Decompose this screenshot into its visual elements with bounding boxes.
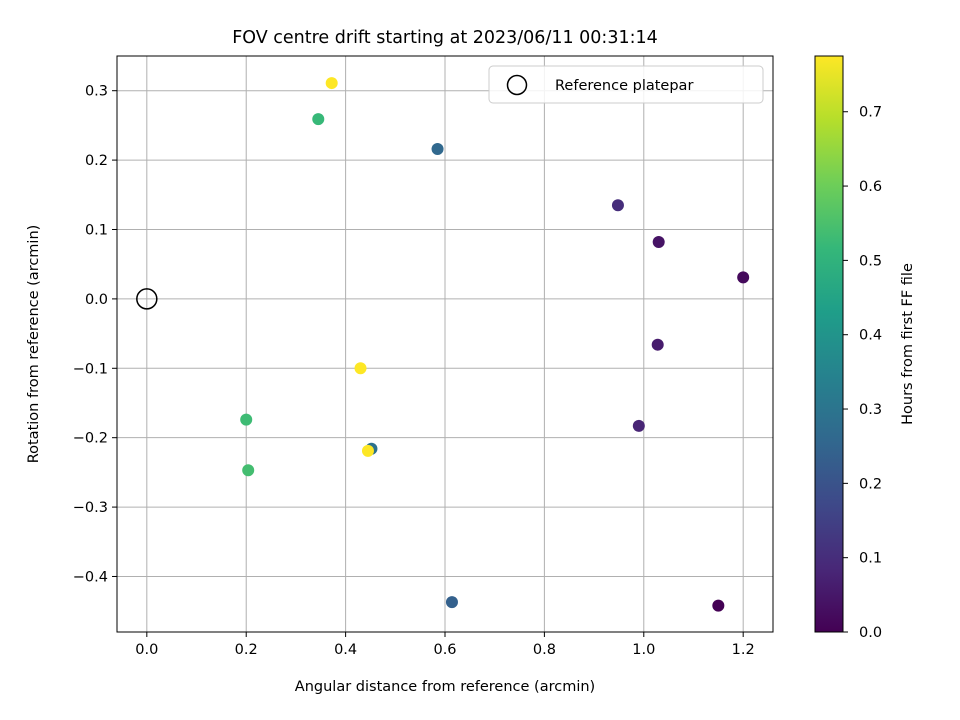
- x-tick-label: 0.4: [334, 642, 357, 658]
- colorbar: 0.0 0.1 0.2 0.3 0.4 0.5 0.6 0.7 Hours from firs…: [814, 55, 916, 641]
- y-axis-ticks: 0.3 0.2 0.1 0.0 −0.1 −0.2 −0.3 −0.4: [73, 84, 117, 585]
- reference-platepar-point: [136, 288, 158, 310]
- chart-title: FOV centre drift starting at 2023/06/11 …: [232, 28, 658, 48]
- y-tick-label: 0.2: [85, 153, 108, 169]
- data-point: [361, 444, 374, 457]
- y-tick-label: 0.1: [85, 222, 108, 238]
- x-tick-label: 0.0: [135, 642, 158, 658]
- data-point: [312, 113, 325, 126]
- x-axis-label: Angular distance from reference (arcmin): [295, 679, 595, 695]
- colorbar-tick-label: 0.5: [859, 253, 882, 269]
- x-tick-label: 0.2: [235, 642, 258, 658]
- y-tick-label: 0.0: [85, 292, 108, 308]
- x-tick-label: 1.2: [732, 642, 755, 658]
- data-point: [652, 235, 665, 248]
- y-tick-label: −0.4: [73, 569, 108, 585]
- data-point: [445, 596, 458, 609]
- colorbar-gradient: [814, 55, 844, 633]
- data-point: [611, 199, 624, 212]
- x-tick-label: 0.8: [533, 642, 556, 658]
- x-tick-label: 0.6: [433, 642, 456, 658]
- data-point: [431, 142, 444, 155]
- x-axis-ticks: 0.0 0.2 0.4 0.6 0.8 1.0 1.2: [135, 632, 755, 658]
- colorbar-tick-label: 0.7: [859, 105, 882, 121]
- data-point: [737, 271, 750, 284]
- y-tick-label: 0.3: [85, 84, 108, 100]
- colorbar-label: Hours from first FF file: [900, 263, 916, 425]
- legend-reference-marker: [506, 74, 528, 96]
- legend: Reference platepar: [488, 65, 764, 104]
- colorbar-tick-label: 0.6: [859, 179, 882, 195]
- data-point: [651, 338, 664, 351]
- grid-lines: [117, 56, 773, 632]
- colorbar-tick-label: 0.1: [859, 551, 882, 567]
- legend-entry-reference: Reference platepar: [555, 78, 693, 94]
- y-axis-label: Rotation from reference (arcmin): [26, 225, 42, 464]
- reference-point-layer: [136, 288, 158, 310]
- x-tick-label: 1.0: [632, 642, 655, 658]
- colorbar-ticks: 0.0 0.1 0.2 0.3 0.4 0.5 0.6 0.7: [843, 105, 882, 641]
- data-point: [712, 599, 725, 612]
- data-point: [325, 77, 338, 90]
- y-tick-label: −0.3: [73, 500, 108, 516]
- legend-box: [488, 65, 764, 104]
- data-point: [632, 419, 645, 432]
- data-point: [354, 362, 367, 375]
- y-tick-label: −0.1: [73, 361, 108, 377]
- colorbar-tick-label: 0.2: [859, 476, 882, 492]
- data-points: [240, 77, 750, 612]
- colorbar-tick-label: 0.3: [859, 402, 882, 418]
- data-point: [242, 464, 255, 477]
- y-tick-label: −0.2: [73, 431, 108, 447]
- data-point: [240, 413, 253, 426]
- colorbar-tick-label: 0.4: [859, 328, 882, 344]
- colorbar-tick-label: 0.0: [859, 625, 882, 641]
